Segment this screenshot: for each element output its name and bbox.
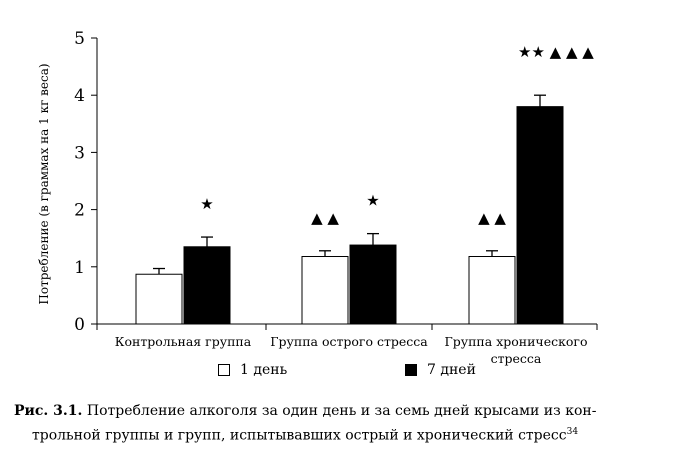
category-label-0: Контрольная группа (115, 334, 252, 349)
bar-1-day-0 (135, 273, 183, 325)
y-tick-label-0: 0 (74, 315, 85, 335)
legend-item-1-day: 1 день (218, 362, 287, 378)
significance-marker-2: ★ (366, 192, 379, 210)
legend-item-7-days: 7 дней (405, 362, 476, 378)
figure-caption: Рис. 3.1. Потребление алкоголя за один д… (14, 401, 654, 447)
bar-1-day-2 (468, 256, 516, 325)
caption-label: Рис. 3.1. (14, 403, 83, 419)
caption-text-2: трольной группы и групп, испытывавших ос… (32, 427, 567, 444)
legend-label-1-day: 1 день (240, 362, 288, 378)
y-axis-label: Потребление (в граммах на 1 кг веса) (37, 63, 51, 304)
bar-chart: 0 1 2 3 4 5 Потребление (в граммах на 1 кг вес… (37, 29, 598, 366)
legend-swatch-1-day (218, 364, 230, 376)
bar-7-days-2 (516, 106, 564, 325)
bar-7-days-0 (183, 246, 231, 325)
y-tick-label-3: 3 (74, 143, 85, 163)
bar-1-day-1 (301, 256, 349, 325)
y-tick-label-1: 1 (74, 258, 85, 278)
y-tick-label-5: 5 (74, 29, 85, 49)
y-tick-label-2: 2 (74, 201, 85, 221)
category-label-1: Группа острого стресса (270, 334, 428, 349)
bar-7-days-1 (349, 244, 397, 325)
significance-marker-1: ▲ ▲ (311, 209, 339, 227)
significance-marker-4: ★★ ▲ ▲ ▲ (518, 43, 594, 61)
significance-marker-3: ▲ ▲ (478, 209, 506, 227)
caption-reference: 34 (566, 427, 579, 437)
legend-label-7-days: 7 дней (427, 362, 476, 378)
caption-text-1: Потребление алкоголя за один день и за с… (86, 403, 597, 419)
category-label-2-line-1: стресса (491, 351, 542, 366)
significance-marker-0: ★ (200, 195, 213, 213)
caption-line-1: Рис. 3.1. Потребление алкоголя за один д… (14, 401, 654, 422)
legend-swatch-7-days (405, 364, 417, 376)
category-label-2-line-0: Группа хронического (444, 334, 587, 349)
caption-line-2: трольной группы и групп, испытывавших ос… (14, 422, 654, 447)
y-tick-label-4: 4 (74, 86, 85, 106)
